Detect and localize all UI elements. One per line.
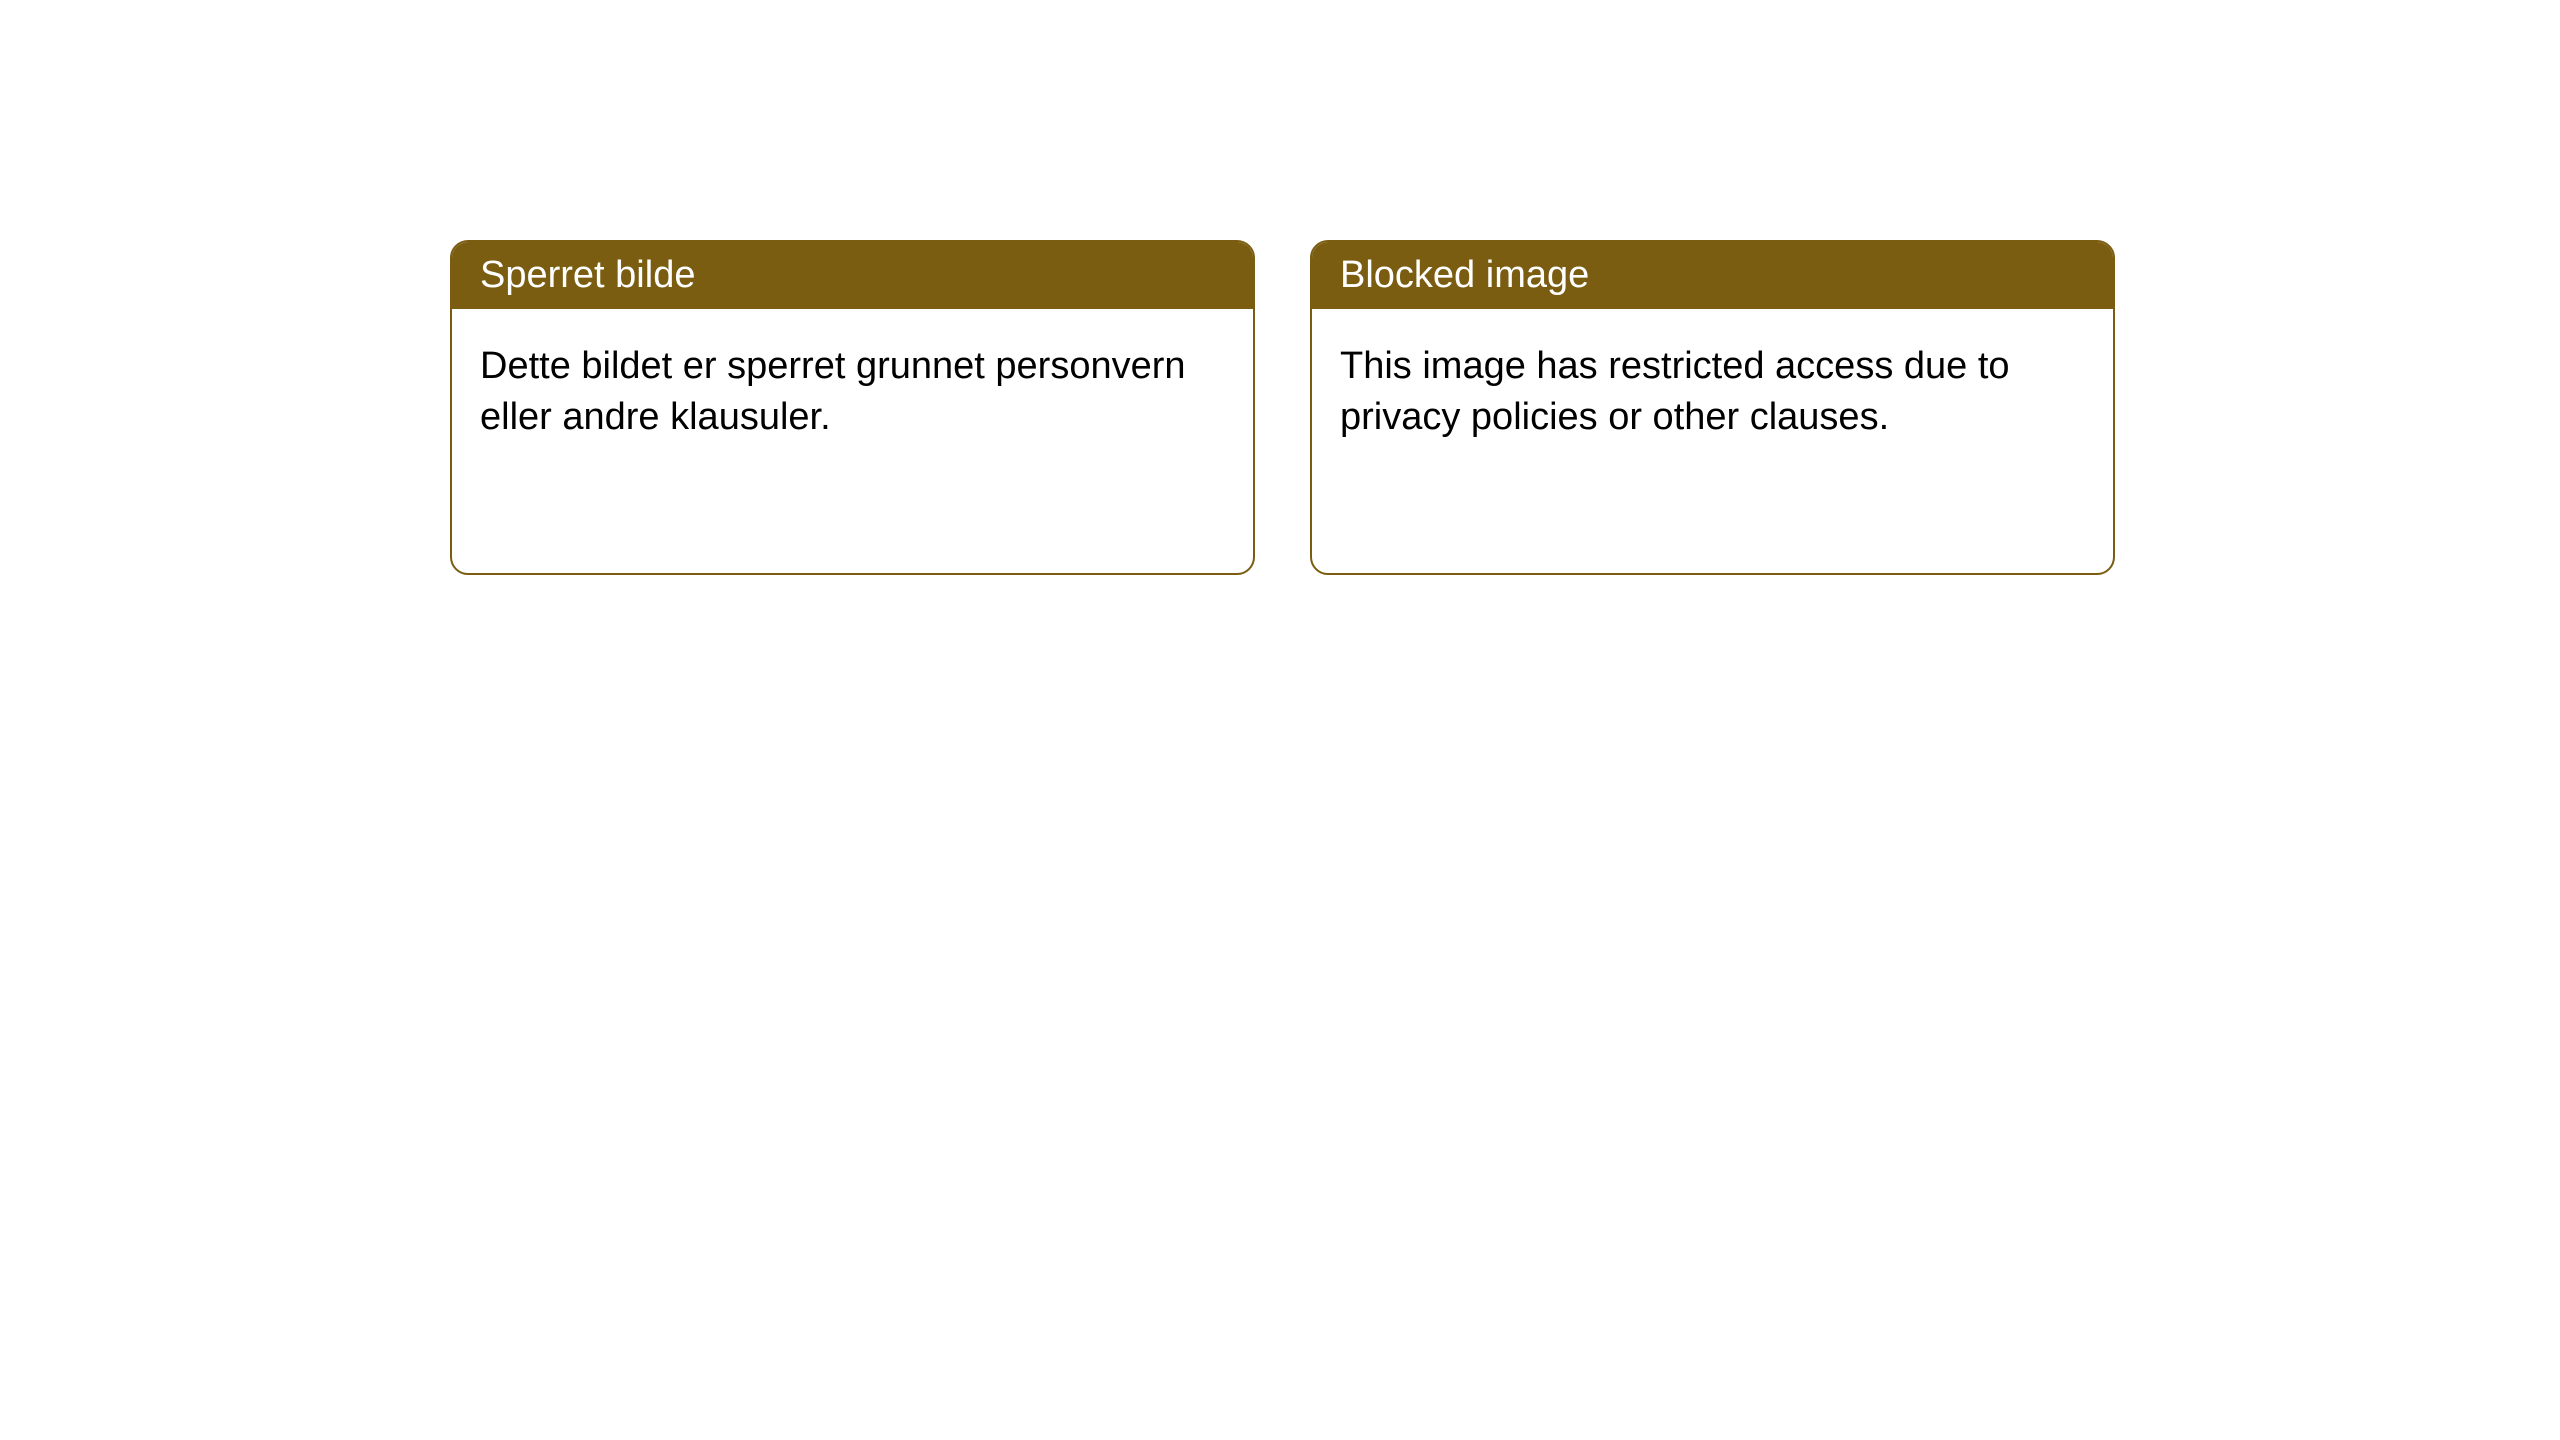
notice-header: Sperret bilde	[452, 242, 1253, 309]
notice-title: Blocked image	[1340, 254, 1589, 296]
notice-card-english: Blocked image This image has restricted …	[1310, 240, 2115, 575]
notice-title: Sperret bilde	[480, 254, 695, 296]
notice-message: This image has restricted access due to …	[1340, 345, 2010, 438]
notice-header: Blocked image	[1312, 242, 2113, 309]
notice-card-norwegian: Sperret bilde Dette bildet er sperret gr…	[450, 240, 1255, 575]
notice-container: Sperret bilde Dette bildet er sperret gr…	[450, 240, 2115, 575]
notice-body: Dette bildet er sperret grunnet personve…	[452, 309, 1253, 476]
notice-body: This image has restricted access due to …	[1312, 309, 2113, 476]
notice-message: Dette bildet er sperret grunnet personve…	[480, 345, 1186, 438]
